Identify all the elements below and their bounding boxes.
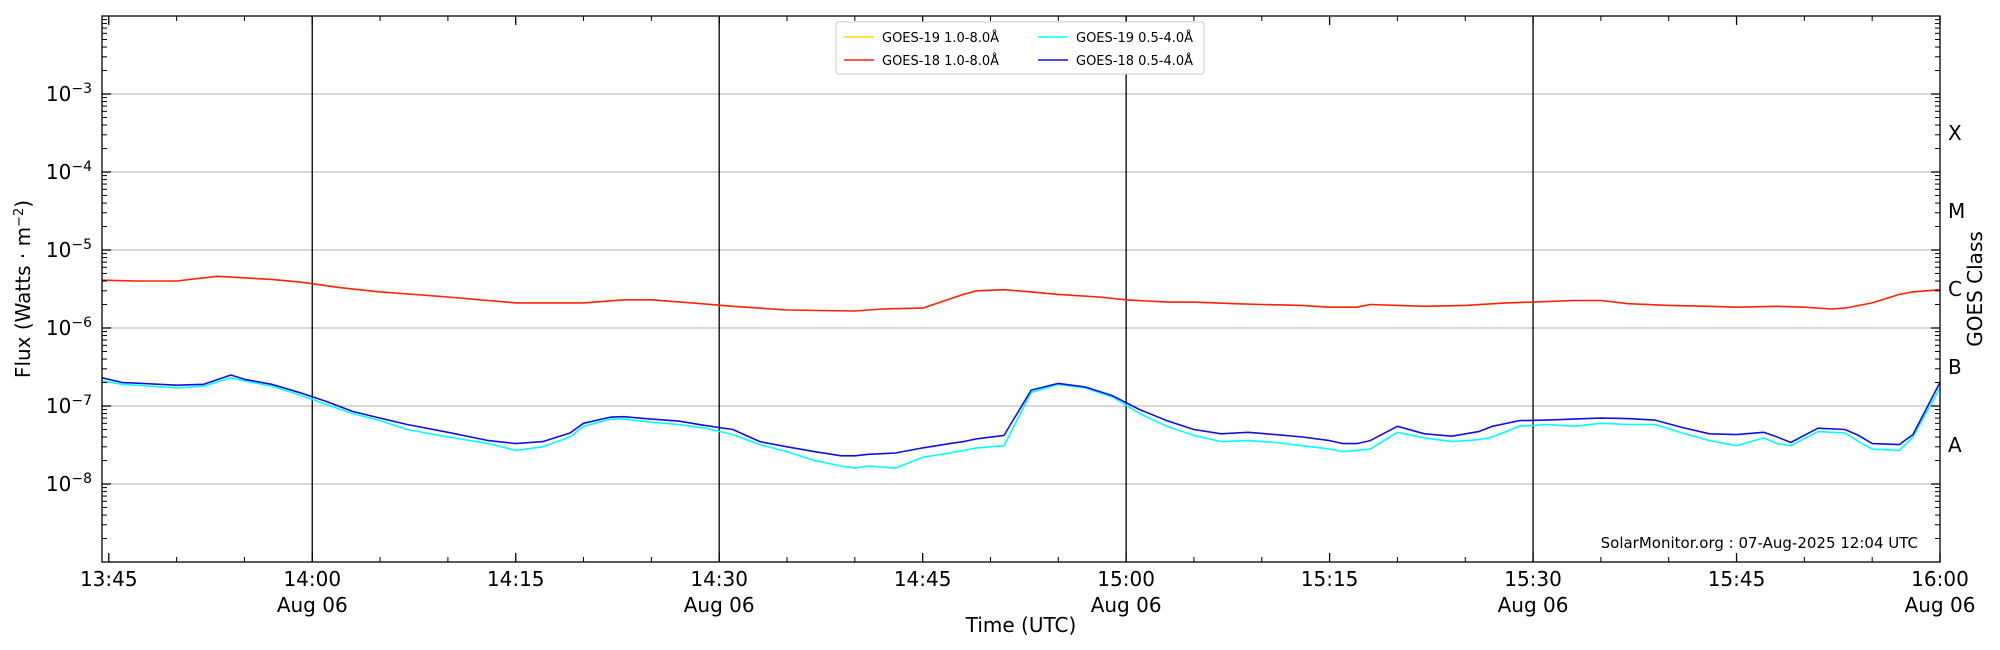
legend-label: GOES-19 0.5-4.0Å <box>1076 30 1193 46</box>
credit-text: SolarMonitor.org : 07-Aug-2025 12:04 UTC <box>1601 534 1918 552</box>
x-tick-label: 14:30 <box>690 567 748 591</box>
x-tick-label: 13:45 <box>80 567 138 591</box>
y-tick-label: 10−6 <box>46 315 92 340</box>
x-tick-label: 15:30 <box>1504 567 1562 591</box>
y-axis-ticks: 10−8 10−7 10−6 10−5 10−4 10−3 <box>46 19 1940 540</box>
x-tick-date-label: Aug 06 <box>1905 593 1976 617</box>
x-tick-date-label: Aug 06 <box>1498 593 1569 617</box>
goes-class-A: A <box>1948 433 1962 457</box>
y-tick-label: 10−3 <box>46 81 92 106</box>
y-gridlines <box>102 93 1940 485</box>
x-tick-date-label: Aug 06 <box>1091 593 1162 617</box>
y-axis-title-close: ) <box>11 200 35 208</box>
legend: GOES-19 1.0-8.0Å GOES-18 1.0-8.0Å GOES-19 … <box>835 21 1205 75</box>
y-tick-label: 10−5 <box>46 237 92 262</box>
goes-class-B: B <box>1948 355 1962 379</box>
legend-label: GOES-19 1.0-8.0Å <box>882 30 999 46</box>
y-axis-title-exponent: −2 <box>12 208 27 227</box>
goes-class-M: M <box>1948 199 1965 223</box>
x-tick-label: 14:00 <box>283 567 341 591</box>
series-line-2 <box>101 376 1941 469</box>
x-tick-label: 15:15 <box>1301 567 1359 591</box>
legend-label: GOES-18 1.0-8.0Å <box>882 53 999 69</box>
goes-class-axis-title: GOES Class <box>1963 231 1987 347</box>
x-tick-label: 15:00 <box>1097 567 1155 591</box>
legend-box <box>835 21 1205 75</box>
y-tick-label: 10−7 <box>46 393 92 418</box>
day-boundary-lines <box>311 16 1534 562</box>
y-axis-title: Flux (Watts · m−2) <box>11 200 35 378</box>
x-tick-date-label: Aug 06 <box>684 593 755 617</box>
plot-frame <box>101 15 1941 563</box>
y-axis-title-main: Flux (Watts · m <box>11 227 35 378</box>
x-tick-label: 15:45 <box>1708 567 1766 591</box>
goes-class-C: C <box>1948 277 1962 301</box>
y-tick-label: 10−4 <box>46 159 92 184</box>
series-line-3 <box>101 374 1941 457</box>
x-axis-title: Time (UTC) <box>965 613 1077 637</box>
x-tick-date-label: Aug 06 <box>277 593 348 617</box>
x-tick-label: 16:00 <box>1911 567 1969 591</box>
x-tick-label: 14:15 <box>487 567 545 591</box>
goes-class-labels: A B C M X <box>1948 121 1965 457</box>
x-tick-label: 14:45 <box>894 567 952 591</box>
goes-class-X: X <box>1948 121 1962 145</box>
y-tick-label: 10−8 <box>46 471 92 496</box>
legend-label: GOES-18 0.5-4.0Å <box>1076 53 1193 69</box>
legend-items: GOES-19 1.0-8.0Å GOES-18 1.0-8.0Å GOES-19 … <box>844 30 1193 69</box>
series-line-1 <box>101 275 1941 312</box>
series-lines <box>101 275 1941 469</box>
